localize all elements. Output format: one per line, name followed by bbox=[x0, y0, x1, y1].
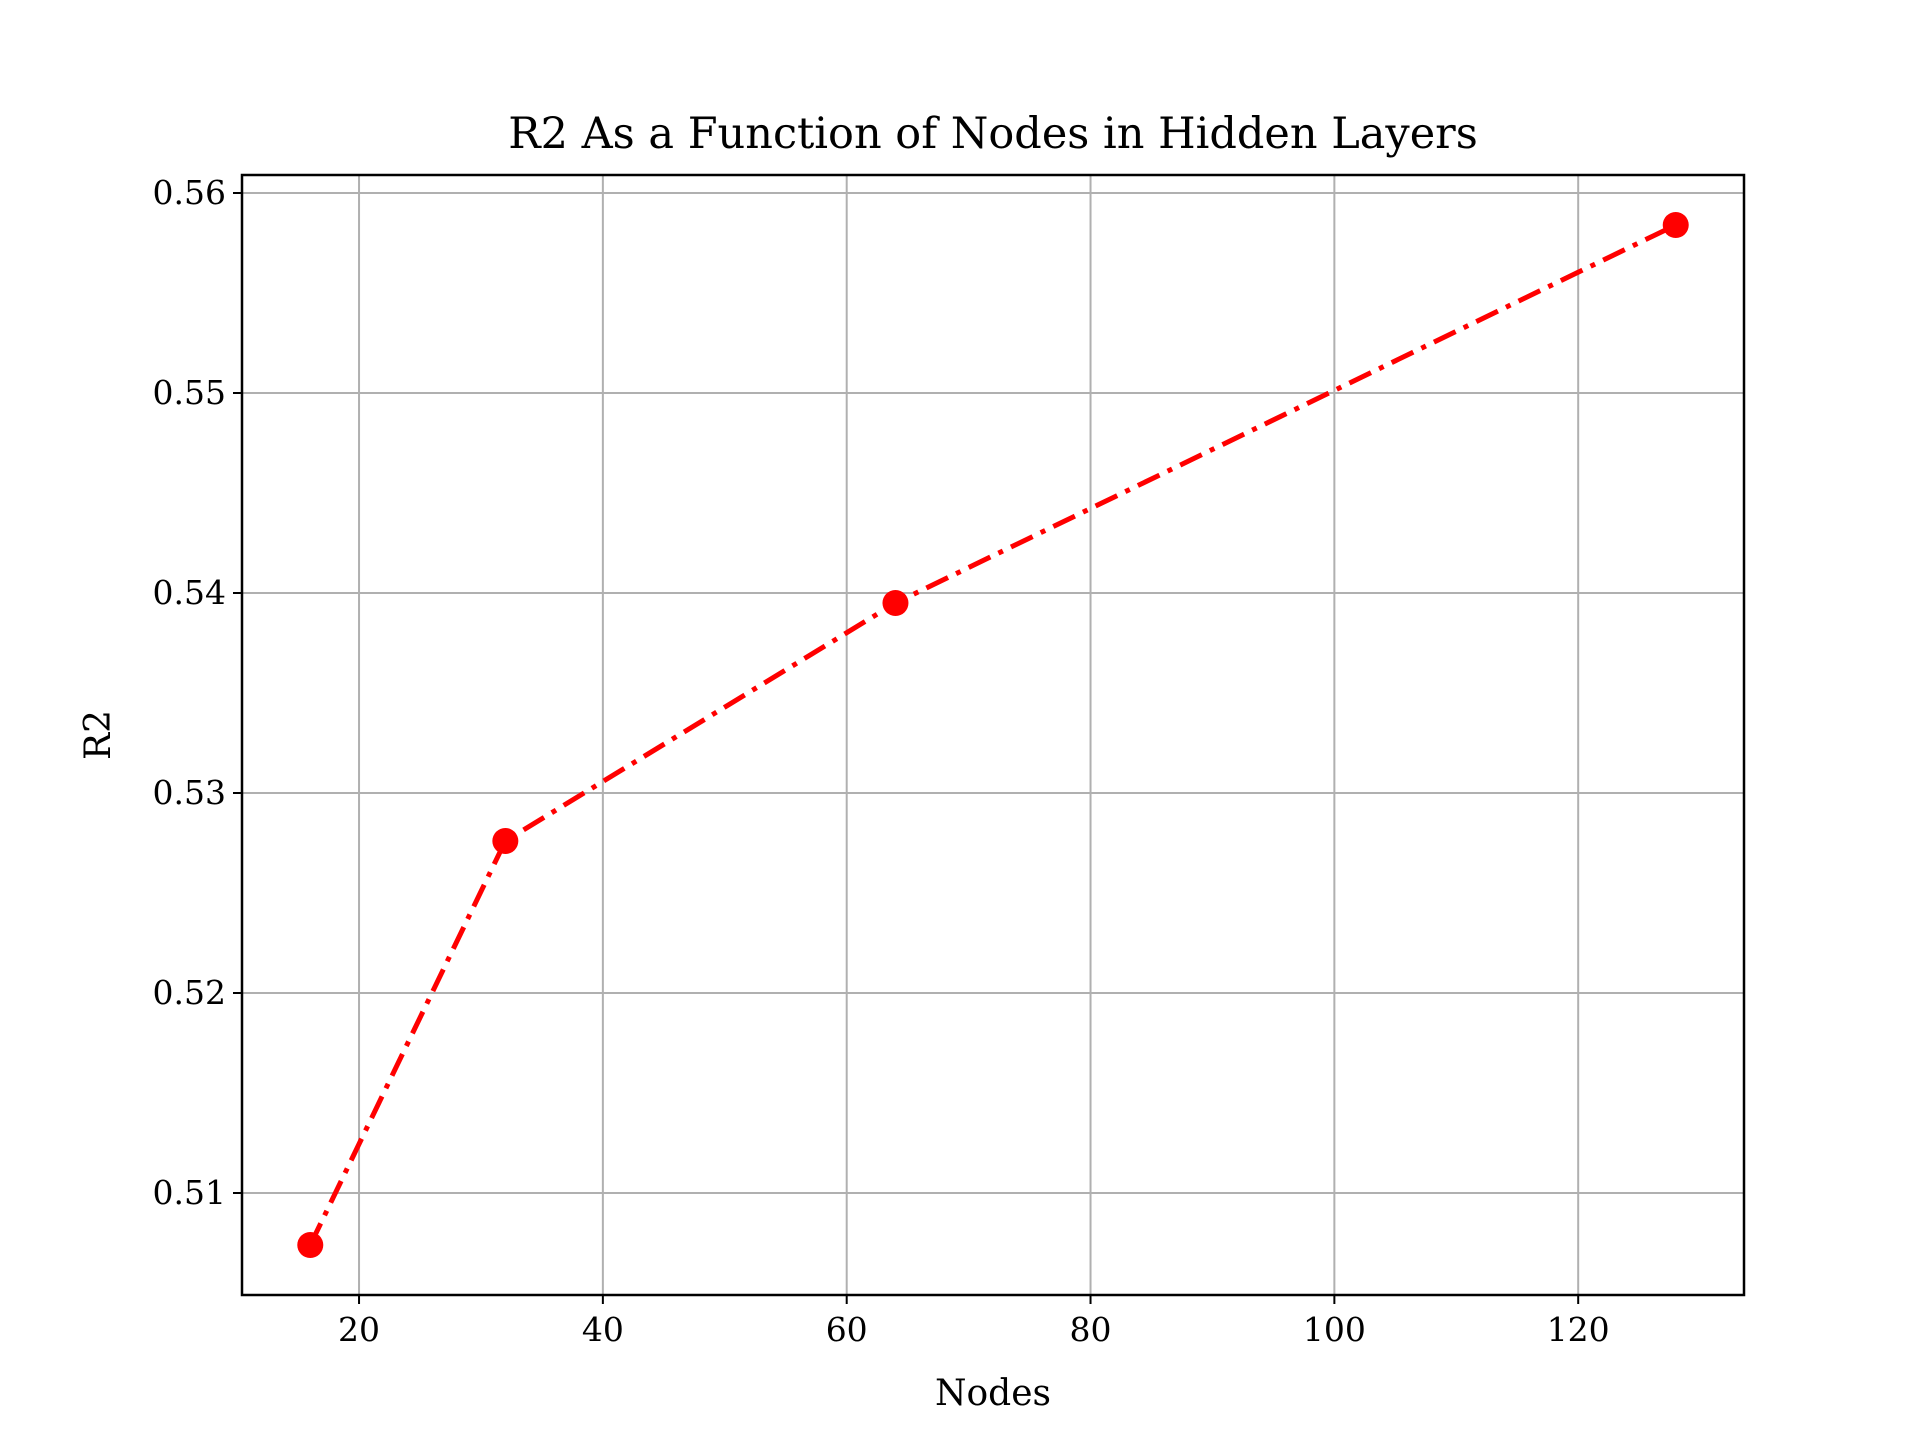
x-tick-label: 100 bbox=[1303, 1310, 1366, 1349]
x-tick-label: 40 bbox=[582, 1310, 624, 1349]
x-tick-label: 120 bbox=[1547, 1310, 1610, 1349]
axes-frame bbox=[240, 173, 1746, 1297]
y-tick-label: 0.56 bbox=[153, 173, 226, 212]
x-tick-label: 80 bbox=[1070, 1310, 1112, 1349]
y-tick-label: 0.55 bbox=[153, 373, 226, 412]
x-axis-ticks: 20 40 60 80 100 120 bbox=[338, 1295, 1610, 1349]
y-axis-label: R2 bbox=[78, 710, 119, 760]
x-tick-label: 60 bbox=[826, 1310, 868, 1349]
series-line bbox=[308, 222, 1677, 1247]
y-tick-label: 0.53 bbox=[153, 773, 226, 812]
data-point-marker bbox=[1662, 212, 1689, 238]
x-tick-label: 20 bbox=[338, 1310, 380, 1349]
plot-area bbox=[297, 212, 1689, 1258]
data-point-marker bbox=[492, 828, 519, 854]
y-tick-label: 0.52 bbox=[153, 973, 226, 1012]
data-point-marker bbox=[882, 590, 909, 616]
data-point-marker bbox=[297, 1232, 324, 1258]
grid-lines bbox=[242, 175, 1744, 1295]
x-axis-label: Nodes bbox=[935, 1373, 1051, 1414]
y-tick-label: 0.54 bbox=[153, 573, 226, 612]
y-tick-label: 0.51 bbox=[153, 1173, 226, 1212]
chart-title: R2 As a Function of Nodes in Hidden Laye… bbox=[508, 109, 1478, 159]
y-axis-ticks: 0.51 0.52 0.53 0.54 0.55 0.56 bbox=[153, 173, 242, 1212]
